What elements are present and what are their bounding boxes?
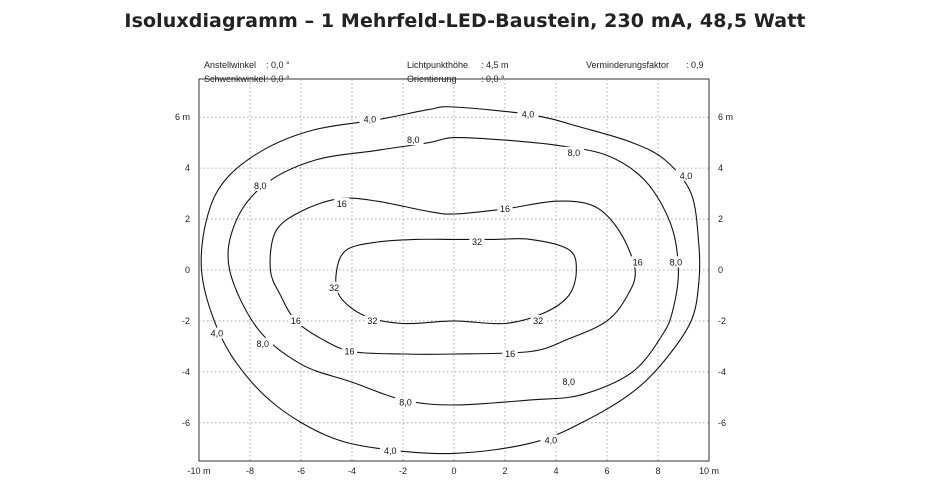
contour-label-bg [530, 314, 546, 326]
isolux-contour-8-0 [227, 136, 679, 406]
y-tick-label-right: -6 [718, 418, 726, 428]
param-value: : 0,9 [686, 60, 704, 70]
contour-label: 4,0 [364, 115, 377, 125]
y-tick-label-right: -2 [718, 316, 726, 326]
contour-label: 8,0 [568, 148, 581, 158]
x-tick-label: -10 m [187, 466, 210, 476]
contour-label-bg [364, 314, 380, 326]
contour-label: 32 [329, 283, 339, 293]
contour-label-bg [379, 444, 401, 456]
contour-label-bg [665, 256, 687, 268]
x-tick-label: -8 [246, 466, 254, 476]
y-tick-label-right: 6 m [718, 112, 733, 122]
x-tick-label: 0 [451, 466, 456, 476]
x-tick-label: -4 [348, 466, 356, 476]
param-anstellwinkel: Anstellwinkel : 0,0 ° [199, 50, 290, 70]
y-tick-label-right: 2 [718, 214, 723, 224]
contour-label: 16 [344, 346, 354, 356]
contour-label-bg [395, 396, 416, 408]
contour-label-bg [469, 235, 485, 247]
contour-label: 32 [472, 237, 482, 247]
contour-label-bg [563, 146, 585, 158]
contour-label: 4,0 [545, 436, 558, 446]
contour-label: 4,0 [211, 329, 224, 339]
x-tick-label: 10 m [699, 466, 719, 476]
contour-label: 16 [337, 199, 347, 209]
contour-label: 4,0 [680, 171, 693, 181]
diagram-title: Isoluxdiagramm – 1 Mehrfeld-LED-Baustein… [124, 10, 806, 32]
x-tick-label: -6 [297, 466, 305, 476]
x-tick-label: 6 [604, 466, 609, 476]
y-tick-label-right: 4 [718, 163, 723, 173]
contour-label-bg [402, 134, 424, 146]
x-tick-label: 8 [655, 466, 660, 476]
contour-label: 4,0 [384, 446, 397, 456]
x-tick-label: 4 [553, 466, 558, 476]
contour-label: 4,0 [522, 110, 535, 120]
contour-label-bg [206, 327, 228, 339]
y-tick-label-left: 2 [185, 214, 190, 224]
x-tick-label: 2 [502, 466, 507, 476]
contour-label-bg [288, 314, 304, 326]
contour-label-bg [249, 179, 271, 191]
contour-label: 8,0 [562, 377, 575, 387]
param-label: Verminderungsfaktor [586, 60, 670, 70]
contour-label: 16 [505, 349, 515, 359]
contour-label-bg [502, 348, 518, 360]
contour-label: 16 [633, 257, 643, 267]
contour-label-bg [517, 108, 539, 120]
contour-label-bg [334, 197, 350, 209]
contour-label-bg [359, 113, 381, 125]
contour-label-bg [252, 337, 274, 349]
x-tick-label: -2 [399, 466, 407, 476]
y-tick-label-left: 6 m [175, 112, 190, 122]
contour-label: 32 [533, 316, 543, 326]
contour-label-bg [497, 202, 513, 214]
contour-label-bg [341, 345, 358, 357]
y-tick-label-left: 4 [185, 163, 190, 173]
contour-label-bg [558, 376, 580, 388]
contour-label: 32 [367, 316, 377, 326]
contour-label-bg [540, 434, 562, 446]
param-label: Anstellwinkel [204, 60, 257, 70]
isolux-contour-32 [335, 238, 577, 325]
contour-label: 8,0 [407, 135, 420, 145]
y-tick-label-left: -6 [182, 418, 190, 428]
contour-label: 8,0 [399, 397, 412, 407]
contour-label: 16 [500, 204, 510, 214]
contour-label: 8,0 [256, 339, 269, 349]
y-tick-label-right: 0 [718, 265, 723, 275]
y-tick-label-left: -2 [182, 316, 190, 326]
contour-label-bg [630, 256, 646, 268]
contour-label: 16 [291, 316, 301, 326]
isolux-contour-16 [269, 197, 636, 355]
param-value: : 4,5 m [481, 60, 509, 70]
isolux-contour-4-0 [200, 106, 701, 455]
contour-label-bg [326, 281, 342, 293]
param-lichtpunkthoehe: Lichtpunkthöhe : 4,5 m [402, 50, 509, 70]
contour-label: 8,0 [254, 181, 267, 191]
contour-label-bg [675, 169, 697, 181]
param-label: Lichtpunkthöhe [407, 60, 469, 70]
y-tick-label-left: 0 [185, 265, 190, 275]
y-tick-label-left: -4 [182, 367, 190, 377]
contour-label: 8,0 [670, 257, 683, 267]
param-value: : 0,0 ° [266, 60, 290, 70]
y-tick-label-right: -4 [718, 367, 726, 377]
param-verminderungsfaktor: Verminderungsfaktor : 0,9 [581, 50, 704, 70]
